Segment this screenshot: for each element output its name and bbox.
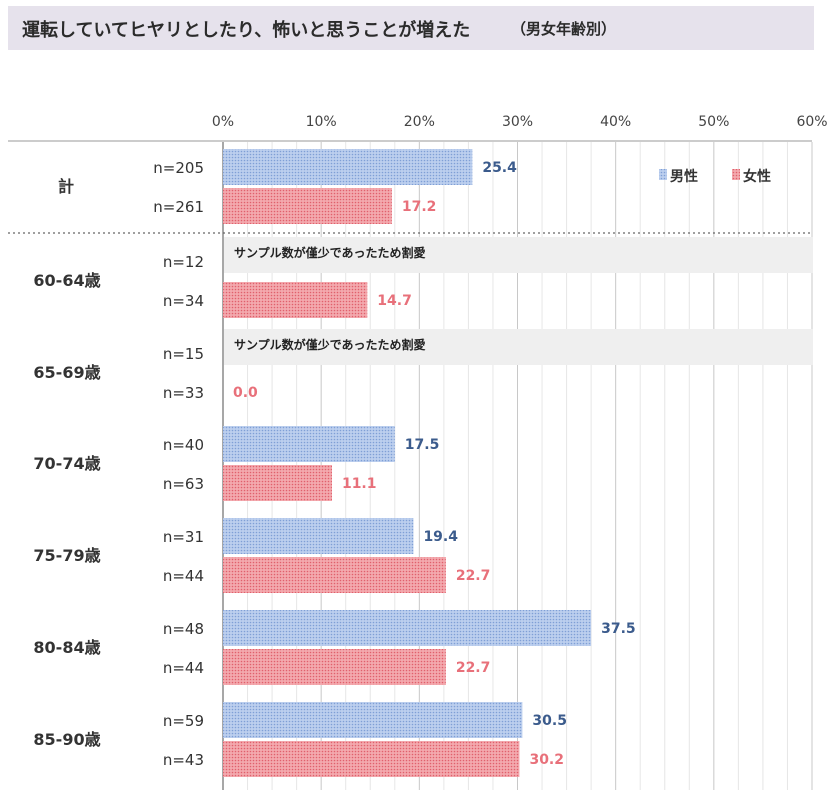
value-label-female: 14.7: [377, 293, 412, 309]
value-label-female: 30.2: [529, 752, 564, 768]
value-label-male: 37.5: [601, 621, 636, 637]
group-label: 70-74歳: [33, 454, 100, 473]
group-label: 計: [58, 177, 74, 196]
x-tick-label: 40%: [600, 114, 631, 130]
legend-swatch-male: [659, 169, 667, 180]
value-label-male: 17.5: [405, 437, 440, 453]
omitted-note: サンプル数が僅少であったため割愛: [234, 245, 426, 260]
bar-male: [223, 518, 414, 554]
n-female-label: n=34: [163, 292, 204, 310]
bar-female: [223, 741, 520, 777]
omitted-note: サンプル数が僅少であったため割愛: [234, 337, 426, 352]
n-male-label: n=205: [153, 159, 204, 177]
value-label-male: 19.4: [423, 529, 458, 545]
group-row: 80-84歳 n=48 n=44 37.5 22.7: [33, 610, 636, 685]
bar-female: [223, 188, 392, 224]
value-label-female: 22.7: [456, 568, 491, 584]
n-male-label: n=59: [163, 712, 204, 730]
bar-female: [223, 465, 332, 501]
omitted-band: [224, 237, 813, 273]
title-bar: 運転していてヒヤリとしたり、怖いと思うことが増えた （男女年齢別）: [8, 6, 814, 50]
value-label-male: 25.4: [482, 160, 517, 176]
value-label-female: 22.7: [456, 660, 491, 676]
n-female-label: n=33: [163, 384, 204, 402]
group-row: 70-74歳 n=40 n=63 17.5 11.1: [33, 426, 439, 501]
bar-female: [223, 557, 446, 593]
omitted-band: [224, 329, 813, 365]
legend-label-female: 女性: [743, 168, 771, 185]
n-female-label: n=44: [163, 567, 204, 585]
value-label-female: 0.0: [233, 385, 258, 401]
value-label-female: 17.2: [402, 199, 437, 215]
x-tick-label: 60%: [796, 114, 827, 130]
group-row: 65-69歳 n=15 n=33 サンプル数が僅少であったため割愛 0.0: [33, 329, 813, 402]
group-label: 80-84歳: [33, 638, 100, 657]
legend-label-male: 男性: [670, 168, 698, 185]
chart-subtitle: （男女年齢別）: [511, 20, 617, 38]
group-label: 75-79歳: [33, 546, 100, 565]
x-tick-label: 30%: [502, 114, 533, 130]
group-row: 85-90歳 n=59 n=43 30.5 30.2: [33, 702, 567, 777]
n-male-label: n=31: [163, 528, 204, 546]
legend-swatch-female: [732, 169, 740, 180]
chart-rows: 計 n=205 n=261 25.4 17.2 60-64歳 n=12 n=34 サンプル数が僅…: [33, 149, 813, 777]
n-female-label: n=63: [163, 475, 204, 493]
x-tick-label: 10%: [306, 114, 337, 130]
x-tick-label: 50%: [698, 114, 729, 130]
bar-female: [223, 282, 368, 318]
bar-male: [223, 149, 473, 185]
group-row: 計 n=205 n=261 25.4 17.2: [58, 149, 517, 224]
bar-female: [223, 649, 446, 685]
x-tick-label: 20%: [404, 114, 435, 130]
bar-male: [223, 702, 523, 738]
group-label: 65-69歳: [33, 363, 100, 382]
n-male-label: n=48: [163, 620, 204, 638]
n-male-label: n=12: [163, 253, 204, 271]
bar-male: [223, 426, 395, 462]
group-row: 75-79歳 n=31 n=44 19.4 22.7: [33, 518, 490, 593]
value-label-female: 11.1: [342, 476, 377, 492]
legend: 男性 女性: [659, 168, 771, 185]
group-label: 60-64歳: [33, 271, 100, 290]
bar-male: [223, 610, 592, 646]
group-row: 60-64歳 n=12 n=34 サンプル数が僅少であったため割愛 14.7: [33, 237, 813, 318]
x-tick-label: 0%: [212, 114, 234, 130]
n-female-label: n=261: [153, 198, 204, 216]
n-male-label: n=15: [163, 345, 204, 363]
n-female-label: n=43: [163, 751, 204, 769]
value-label-male: 30.5: [532, 713, 567, 729]
n-female-label: n=44: [163, 659, 204, 677]
n-male-label: n=40: [163, 436, 204, 454]
chart-title: 運転していてヒヤリとしたり、怖いと思うことが増えた: [22, 20, 471, 41]
group-label: 85-90歳: [33, 730, 100, 749]
